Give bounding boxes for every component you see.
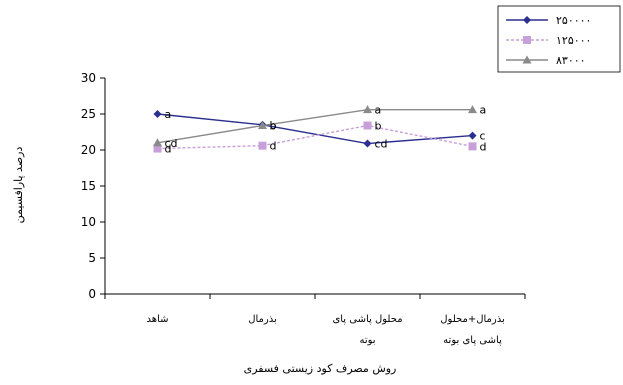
data-point — [468, 105, 477, 114]
x-axis: شاهد بذرمال محلول پاشی پای بوته بذرمال+محلول… — [104, 293, 526, 346]
legend-marker — [523, 16, 531, 24]
data-point — [468, 131, 477, 140]
legend-label: ۲۵۰۰۰۰ — [556, 14, 591, 27]
legend-box — [497, 5, 621, 73]
data-label: b — [375, 120, 382, 133]
series-line — [157, 108, 473, 144]
legend: ۲۵۰۰۰۰ ۱۲۵۰۰۰ ۸۳۰۰۰ — [497, 5, 621, 73]
data-label: d — [270, 140, 277, 153]
data-point — [153, 138, 162, 147]
series-1: a b cd c — [153, 108, 486, 151]
x-category-label: محلول پاشی پای — [332, 314, 402, 325]
x-category-label: بوته — [359, 335, 375, 346]
series-line — [157, 124, 473, 150]
legend-marker — [523, 36, 531, 44]
y-tick-label: 25 — [81, 107, 96, 121]
y-tick-label: 15 — [81, 179, 96, 193]
data-label: d — [165, 143, 172, 156]
series-2: d dbd — [153, 120, 487, 156]
y-tick-label: 20 — [81, 143, 96, 157]
data-point — [363, 139, 372, 148]
y-tick-label: 30 — [81, 71, 96, 85]
y-tick-label: 10 — [81, 215, 96, 229]
legend-marker — [522, 55, 532, 64]
x-axis-title: روش مصرف کود زیستی فسفری — [244, 362, 397, 375]
data-point — [153, 144, 162, 153]
data-label: d — [480, 140, 487, 153]
x-category-label: بذرمال+محلول — [440, 314, 504, 325]
x-category-label: بذرمال — [248, 314, 277, 325]
data-label: b — [270, 119, 277, 132]
x-category-label: پاشی پای بوته — [443, 335, 502, 346]
data-label: c — [480, 130, 486, 143]
x-category-label: شاهد — [147, 314, 169, 325]
data-label: cd — [375, 138, 388, 151]
legend-label: ۸۳۰۰۰ — [556, 54, 586, 67]
data-label: b — [270, 120, 277, 133]
y-tick-label: 5 — [88, 251, 96, 265]
y-tick-label: 0 — [88, 287, 96, 301]
data-label: cd — [165, 137, 178, 150]
data-point — [363, 121, 372, 130]
data-point — [153, 110, 162, 118]
y-axis-title: درصد پارافسیمن — [12, 147, 25, 224]
data-point — [363, 105, 372, 114]
legend-label: ۱۲۵۰۰۰ — [556, 34, 591, 47]
data-point — [258, 121, 267, 130]
data-label: a — [375, 104, 382, 117]
data-point — [258, 141, 267, 150]
data-label: a — [165, 108, 172, 121]
data-label: a — [480, 104, 487, 117]
y-axis: 0 5 10 15 20 25 30 — [81, 71, 106, 301]
data-point — [468, 142, 477, 151]
series-line — [157, 113, 473, 145]
